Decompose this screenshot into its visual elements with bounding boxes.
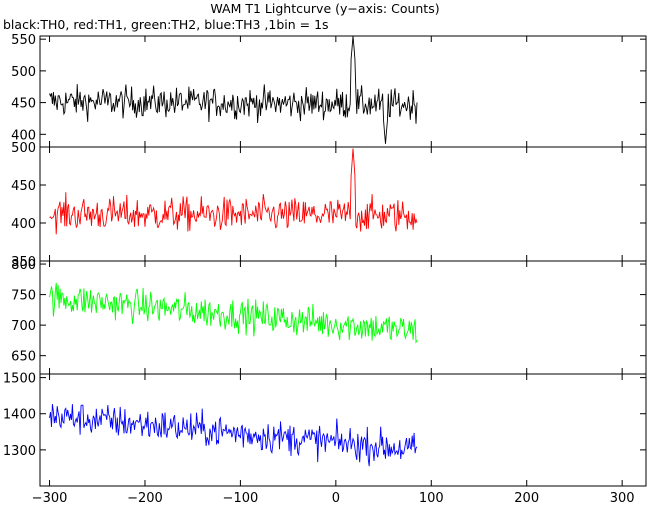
chart-subtitle: black:TH0, red:TH1, green:TH2, blue:TH3 …: [3, 17, 329, 32]
y-tick-label-0-2: 500: [11, 65, 36, 80]
y-tick-label-2-0: 650: [11, 350, 36, 365]
y-tick-label-1-1: 400: [11, 217, 36, 232]
y-tick-label-3-2: 1500: [3, 372, 36, 387]
x-tick-label-0: −300: [32, 491, 68, 505]
y-tick-label-2-3: 800: [11, 258, 36, 273]
x-tick-label-4: 100: [419, 491, 444, 505]
y-tick-label-2-2: 750: [11, 289, 36, 304]
x-tick-label-2: −100: [223, 491, 259, 505]
y-tick-label-0-1: 450: [11, 97, 36, 112]
series-line-0: [49, 35, 418, 144]
y-tick-label-1-2: 450: [11, 179, 36, 194]
y-tick-label-3-0: 1300: [3, 444, 36, 459]
x-tick-label-6: 300: [610, 491, 635, 505]
y-tick-label-3-1: 1400: [3, 408, 36, 423]
panel-frame-1: [39, 146, 647, 262]
y-tick-label-1-0: 350: [11, 255, 36, 270]
y-tick-label-2-1: 700: [11, 319, 36, 334]
panel-frame-2: [39, 260, 647, 375]
y-tick-label-0-3: 550: [11, 33, 36, 48]
x-tick-label-1: −200: [127, 491, 163, 505]
series-line-2: [49, 282, 418, 344]
y-tick-label-1-3: 500: [11, 141, 36, 156]
y-tick-label-0-0: 400: [11, 128, 36, 143]
chart-title: WAM T1 Lightcurve (y−axis: Counts): [210, 1, 440, 16]
panel-frame-3: [39, 373, 647, 487]
series-line-1: [49, 148, 418, 235]
x-tick-label-3: 0: [332, 491, 340, 505]
series-line-3: [49, 404, 418, 467]
x-tick-label-5: 200: [514, 491, 539, 505]
